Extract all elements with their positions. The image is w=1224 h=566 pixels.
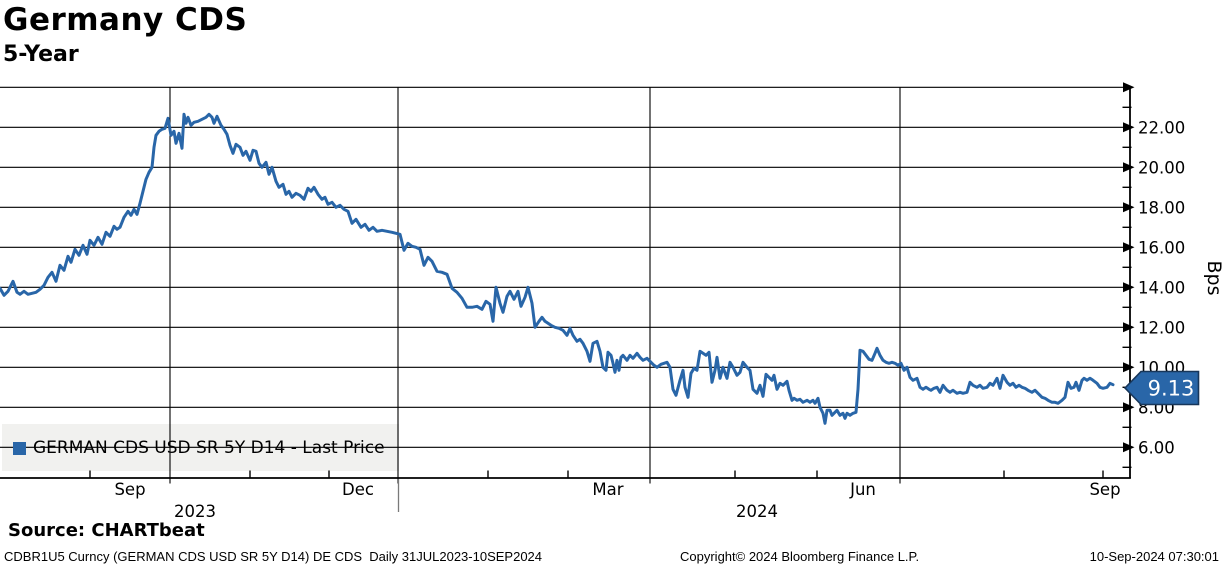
page-subtitle: 5-Year [3,42,79,67]
footer-timestamp: 10-Sep-2024 07:30:01 [1089,549,1219,564]
last-price-badge-value: 9.13 [1148,377,1195,401]
footer-security-meta: CDBR1U5 Curncy (GERMAN CDS USD SR 5Y D14… [4,549,543,564]
last-price-badge: 9.13 [1123,370,1200,406]
ytick-label: 6.00 [1138,438,1175,457]
legend-swatch-icon [13,441,26,455]
ytick-label: 20.00 [1138,158,1185,177]
legend: GERMAN CDS USD SR 5Y D14 - Last Price [13,438,385,458]
legend-label: GERMAN CDS USD SR 5Y D14 - Last Price [33,438,385,458]
y-axis-title: Bps [1203,261,1224,296]
price-line [0,112,1115,425]
axes [0,86,1131,512]
y-tick-arrow-icon [1123,282,1135,293]
gridlines [0,82,1135,484]
ytick-label: 18.00 [1138,198,1185,217]
month-label: Jun [849,480,876,499]
price-series [0,112,1115,425]
month-label: Sep [1089,480,1120,499]
y-tick-arrow-icon [1123,322,1135,333]
y-tick-arrow-icon [1123,362,1135,373]
y-tick-arrow-icon [1123,242,1135,253]
page-title: Germany CDS [3,2,248,38]
ytick-label: 14.00 [1138,278,1185,297]
year-label: 2024 [736,502,778,521]
month-label: Dec [342,480,374,499]
footer-copyright: Copyright© 2024 Bloomberg Finance L.P. [680,549,920,564]
month-label: Mar [592,480,623,499]
y-tick-arrow-icon [1123,442,1135,453]
month-label: Sep [114,480,145,499]
y-tick-arrow-icon [1123,162,1135,173]
year-label: 2023 [174,502,216,521]
y-tick-arrow-icon [1123,202,1135,213]
footer-source: Source: CHARTbeat [8,520,205,541]
y-tick-arrow-icon [1123,82,1135,93]
y-tick-arrow-icon [1123,122,1135,133]
last-price-badge-shape [1123,370,1200,406]
ytick-label: 16.00 [1138,238,1185,257]
ytick-label: 12.00 [1138,318,1185,337]
y-tick-arrow-icon [1123,402,1135,413]
ytick-label: 22.00 [1138,118,1185,137]
